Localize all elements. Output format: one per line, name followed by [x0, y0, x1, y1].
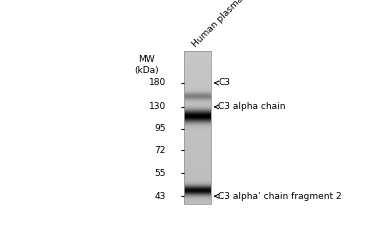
Text: 43: 43: [155, 192, 166, 201]
Text: 180: 180: [149, 78, 166, 87]
Text: C3 alpha’ chain fragment 2: C3 alpha’ chain fragment 2: [215, 192, 342, 201]
Text: C3: C3: [215, 78, 230, 87]
Bar: [184, 51, 211, 204]
Text: 95: 95: [154, 125, 166, 133]
Text: 55: 55: [154, 169, 166, 178]
Text: Human plasma: Human plasma: [191, 0, 246, 49]
Text: 130: 130: [149, 102, 166, 111]
Text: 72: 72: [155, 146, 166, 155]
Text: C3 alpha chain: C3 alpha chain: [215, 102, 286, 111]
Text: MW
(kDa): MW (kDa): [134, 55, 159, 75]
